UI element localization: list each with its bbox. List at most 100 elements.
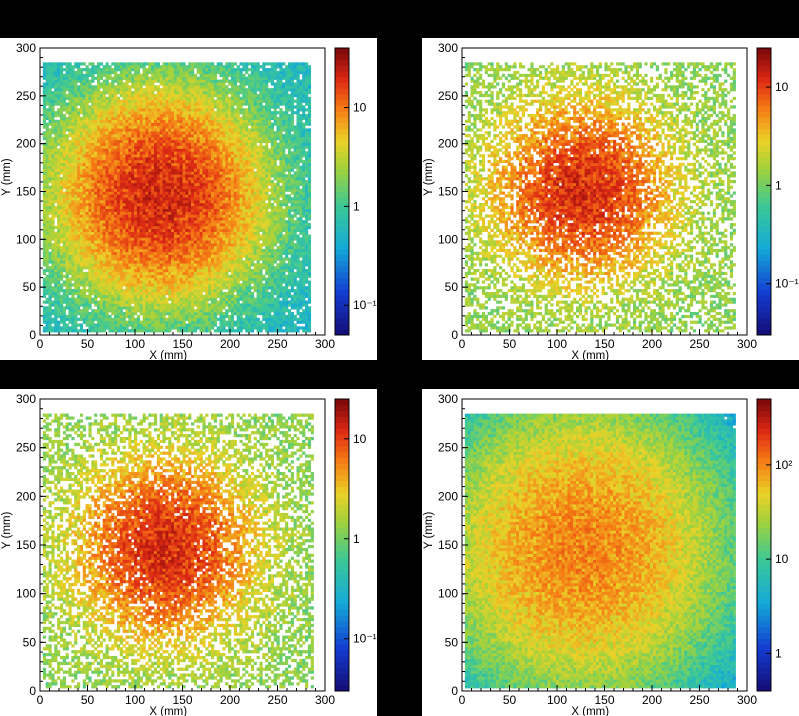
heatmap-cell	[97, 85, 101, 89]
heatmap-cell	[156, 174, 160, 178]
heatmap-cell	[51, 303, 55, 307]
heatmap-cell	[77, 309, 81, 313]
heatmap-cell	[196, 182, 200, 187]
heatmap-cell	[168, 76, 172, 80]
heatmap-cell	[156, 246, 160, 250]
heatmap-cell	[128, 70, 132, 75]
heatmap-cell	[122, 159, 126, 164]
heatmap-cell	[196, 159, 200, 164]
heatmap-cell	[185, 329, 189, 333]
heatmap-cell	[105, 114, 109, 118]
heatmap-cell	[105, 306, 109, 310]
heatmap-cell	[116, 79, 121, 83]
heatmap-cell	[154, 102, 158, 106]
heatmap-cell	[154, 182, 158, 187]
heatmap-cell	[108, 162, 112, 166]
heatmap-cell	[102, 214, 106, 218]
heatmap-cell	[142, 125, 146, 129]
heatmap-cell	[105, 291, 109, 296]
heatmap-cell	[145, 260, 149, 264]
heatmap-cell	[179, 108, 183, 112]
heatmap-cell	[139, 105, 143, 109]
heatmap-cell	[191, 326, 195, 330]
heatmap-cell	[85, 208, 89, 212]
heatmap-cell	[48, 134, 52, 138]
heatmap-cell	[162, 246, 166, 250]
heatmap-cell	[145, 188, 149, 192]
heatmap-cell	[173, 263, 178, 267]
heatmap-cell	[159, 99, 163, 103]
heatmap-cell	[62, 274, 66, 278]
heatmap-cell	[91, 96, 95, 100]
heatmap-cell	[91, 202, 95, 207]
heatmap-cell	[77, 85, 81, 89]
heatmap-cell	[162, 326, 166, 330]
heatmap-cell	[168, 105, 172, 109]
heatmap-cell	[148, 180, 152, 184]
heatmap-cell	[54, 312, 58, 316]
heatmap-cell	[162, 62, 166, 66]
heatmap-cell	[122, 65, 126, 69]
heatmap-cell	[168, 243, 172, 247]
heatmap-cell	[116, 134, 121, 138]
heatmap-cell	[54, 134, 58, 138]
heatmap-cell	[179, 105, 183, 109]
heatmap-cell	[102, 68, 106, 72]
heatmap-cell	[139, 202, 143, 207]
heatmap-cell	[176, 289, 180, 293]
heatmap-cell	[57, 188, 61, 192]
heatmap-cell	[145, 312, 149, 316]
heatmap-cell	[108, 205, 112, 210]
heatmap-cell	[131, 300, 135, 304]
heatmap-cell	[182, 231, 186, 235]
heatmap-cell	[179, 168, 183, 172]
heatmap-cell	[97, 314, 101, 319]
heatmap-cell	[176, 111, 180, 115]
heatmap-cell	[131, 246, 135, 250]
heatmap-cell	[139, 294, 143, 298]
heatmap-cell	[65, 268, 69, 273]
heatmap-cell	[188, 62, 192, 66]
heatmap-cell	[108, 297, 112, 301]
heatmap-cell	[173, 254, 178, 258]
heatmap-cell	[88, 225, 92, 230]
heatmap-cell	[91, 85, 95, 89]
heatmap-cell	[159, 240, 163, 244]
heatmap-cell	[111, 177, 115, 181]
heatmap-cell	[191, 145, 195, 149]
heatmap-cell	[156, 105, 160, 109]
heatmap-cell	[45, 82, 49, 86]
heatmap-cell	[148, 145, 152, 149]
heatmap-cell	[62, 197, 66, 201]
heatmap-cell	[119, 306, 123, 310]
heatmap-cell	[91, 154, 95, 158]
heatmap-cell	[162, 223, 166, 227]
heatmap-cell	[111, 326, 115, 330]
heatmap-cell	[142, 297, 146, 301]
heatmap-cell	[185, 309, 189, 313]
heatmap-cell	[128, 68, 132, 72]
heatmap-cell	[62, 300, 66, 304]
heatmap-cell	[51, 223, 55, 227]
heatmap-cell	[191, 211, 195, 215]
heatmap-cell	[125, 323, 129, 327]
heatmap-cell	[136, 79, 141, 83]
heatmap-cell	[59, 254, 64, 258]
heatmap-cell	[51, 82, 55, 86]
heatmap-cell	[139, 248, 143, 253]
heatmap-cell	[114, 248, 118, 253]
heatmap-cell	[97, 200, 101, 204]
heatmap-cell	[48, 326, 52, 330]
heatmap-cell	[142, 188, 146, 192]
heatmap-cell	[68, 306, 72, 310]
heatmap-cell	[51, 157, 55, 161]
heatmap-cell	[74, 254, 78, 258]
heatmap-cell	[42, 108, 46, 112]
heatmap-cell	[99, 263, 103, 267]
heatmap-cell	[156, 231, 160, 235]
heatmap-cell	[154, 300, 158, 304]
heatmap-cell	[74, 125, 78, 129]
heatmap-cell	[162, 248, 166, 253]
heatmap-cell	[151, 228, 155, 232]
heatmap-cell	[128, 211, 132, 215]
